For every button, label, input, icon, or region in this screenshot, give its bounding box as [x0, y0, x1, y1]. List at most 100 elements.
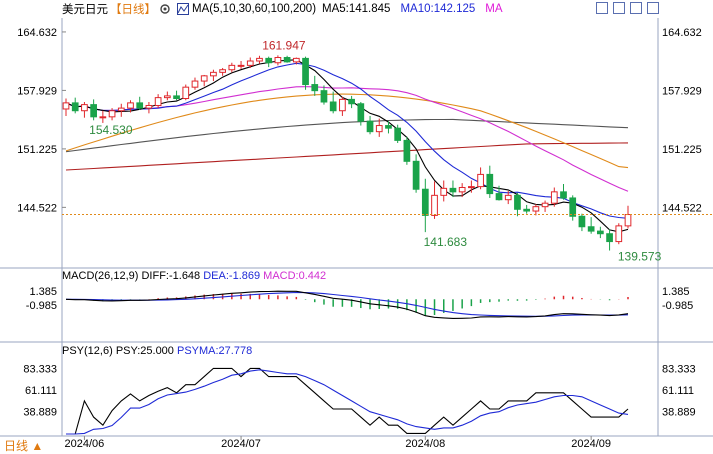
candle-body [283, 57, 291, 63]
candle-body [486, 173, 494, 195]
panel-frames [0, 18, 713, 437]
zoom-out-icon[interactable] [630, 2, 642, 14]
candle-body [504, 194, 512, 201]
ma30-value: MA [485, 3, 503, 15]
psy-tick-right: 83.333 [662, 363, 696, 375]
macd-tick-right: -0.985 [662, 300, 693, 312]
chart-header: 美元日元 【日线】 MA(5,10,30,60,100,200) MA5:141… [0, 0, 713, 18]
candle-body [145, 104, 153, 109]
candle-body [127, 102, 134, 109]
macd-tick-right: 1.385 [662, 286, 690, 298]
candle-body [62, 102, 70, 110]
psy-value-label: PSY:25.000 [115, 345, 174, 357]
candle-body [560, 191, 567, 199]
y-axis-left: 164.632 157.929 151.225 144.522 1.385 -0.985 8… [17, 27, 57, 419]
candle-body [431, 194, 438, 216]
candle-body [578, 215, 586, 228]
candle-body [440, 187, 448, 196]
price-tick-left: 157.929 [17, 85, 57, 97]
x-tick-label: 2024/07 [221, 438, 261, 450]
macd-value-label: MACD:0.442 [263, 270, 327, 282]
candle-body [523, 208, 531, 212]
x-tick-label: 2024/06 [65, 438, 105, 450]
grid-lines [62, 31, 66, 208]
ma200-line [65, 118, 629, 153]
candle-body [421, 188, 429, 216]
psy-header: PSY(12,6) PSY:25.000 PSYMA:27.778 [62, 345, 252, 357]
settings-gear-icon[interactable] [159, 3, 171, 15]
period-selector[interactable]: 【日线】 [110, 4, 156, 16]
macd-tick-left: 1.385 [29, 286, 57, 298]
ma10-line [65, 62, 629, 219]
candle-body [532, 206, 540, 212]
candle-body [339, 98, 346, 112]
macd-panel [65, 290, 629, 319]
price-annotations: 161.947 154.530 141.683 139.573 [89, 38, 661, 263]
candle-body [182, 86, 190, 100]
high-annotation: 161.947 [262, 38, 306, 52]
psy-line [66, 367, 629, 435]
psy-tick-right: 61.111 [662, 385, 694, 397]
candle-body [468, 186, 475, 189]
candle-body [412, 160, 420, 190]
ma10-value: MA10:142.125 [400, 3, 476, 15]
low-annotation: 139.573 [618, 250, 662, 264]
candle-body [117, 107, 125, 112]
candle-body [246, 60, 254, 66]
candle-body [265, 57, 273, 64]
candle-body [403, 139, 411, 162]
period-tab[interactable]: 日线 ▲ [4, 439, 44, 453]
ma-params-label: MA(5,10,30,60,100,200) [192, 3, 317, 15]
candle-body [458, 186, 466, 193]
candle-body [385, 125, 392, 129]
candle-body [587, 226, 595, 232]
psy-title: PSY(12,6) [62, 345, 113, 357]
psy-tick-left: 38.889 [23, 407, 57, 419]
price-tick-right: 164.632 [662, 27, 702, 39]
symbol-title: 美元日元 [62, 4, 108, 16]
ma100-line [65, 142, 629, 171]
candle-body [495, 193, 503, 201]
candlestick-series [62, 55, 632, 251]
ma-indicator-icon[interactable] [177, 3, 189, 15]
candle-body [357, 103, 365, 122]
candle-body [541, 202, 549, 208]
macd-header: MACD(26,12,9) DIFF:-1.648 DEA:-1.869 MAC… [62, 270, 326, 282]
low-annotation: 154.530 [89, 123, 133, 137]
candle-body [302, 57, 309, 86]
zoom-in-icon[interactable] [613, 2, 625, 14]
candle-body [514, 194, 521, 210]
candle-body [320, 90, 328, 103]
candle-body [237, 64, 245, 67]
candle-body [550, 191, 558, 204]
candle-body [163, 95, 171, 99]
candle-body [615, 225, 623, 243]
x-axis: 2024/06 2024/07 2024/08 2024/09 [65, 436, 611, 450]
candle-body [311, 84, 319, 92]
crosshair-icon[interactable] [596, 2, 608, 14]
candle-body [71, 102, 79, 112]
macd-title: MACD(26,12,9) [62, 270, 139, 282]
candle-body [329, 101, 337, 112]
candle-body [348, 98, 355, 105]
candle-body [274, 57, 282, 64]
candle-body [569, 197, 577, 217]
macd-dif-label: DIFF:-1.648 [141, 270, 201, 282]
candle-body [597, 230, 604, 235]
price-tick-right: 144.522 [662, 202, 702, 214]
x-tick-label: 2024/08 [405, 438, 445, 450]
candle-body [99, 116, 107, 119]
ma60-line [65, 93, 629, 169]
candle-body [90, 104, 97, 118]
candle-body [256, 57, 263, 62]
chart-toolbar [596, 2, 659, 14]
candle-body [292, 57, 300, 63]
psy-tick-left: 83.333 [23, 363, 57, 375]
low-annotation: 141.683 [424, 235, 468, 249]
candle-body [219, 69, 226, 73]
fullscreen-icon[interactable] [647, 2, 659, 14]
macd-dif-line [65, 290, 629, 319]
macd-dea-label: DEA:-1.869 [203, 270, 261, 282]
candle-body [191, 80, 199, 88]
